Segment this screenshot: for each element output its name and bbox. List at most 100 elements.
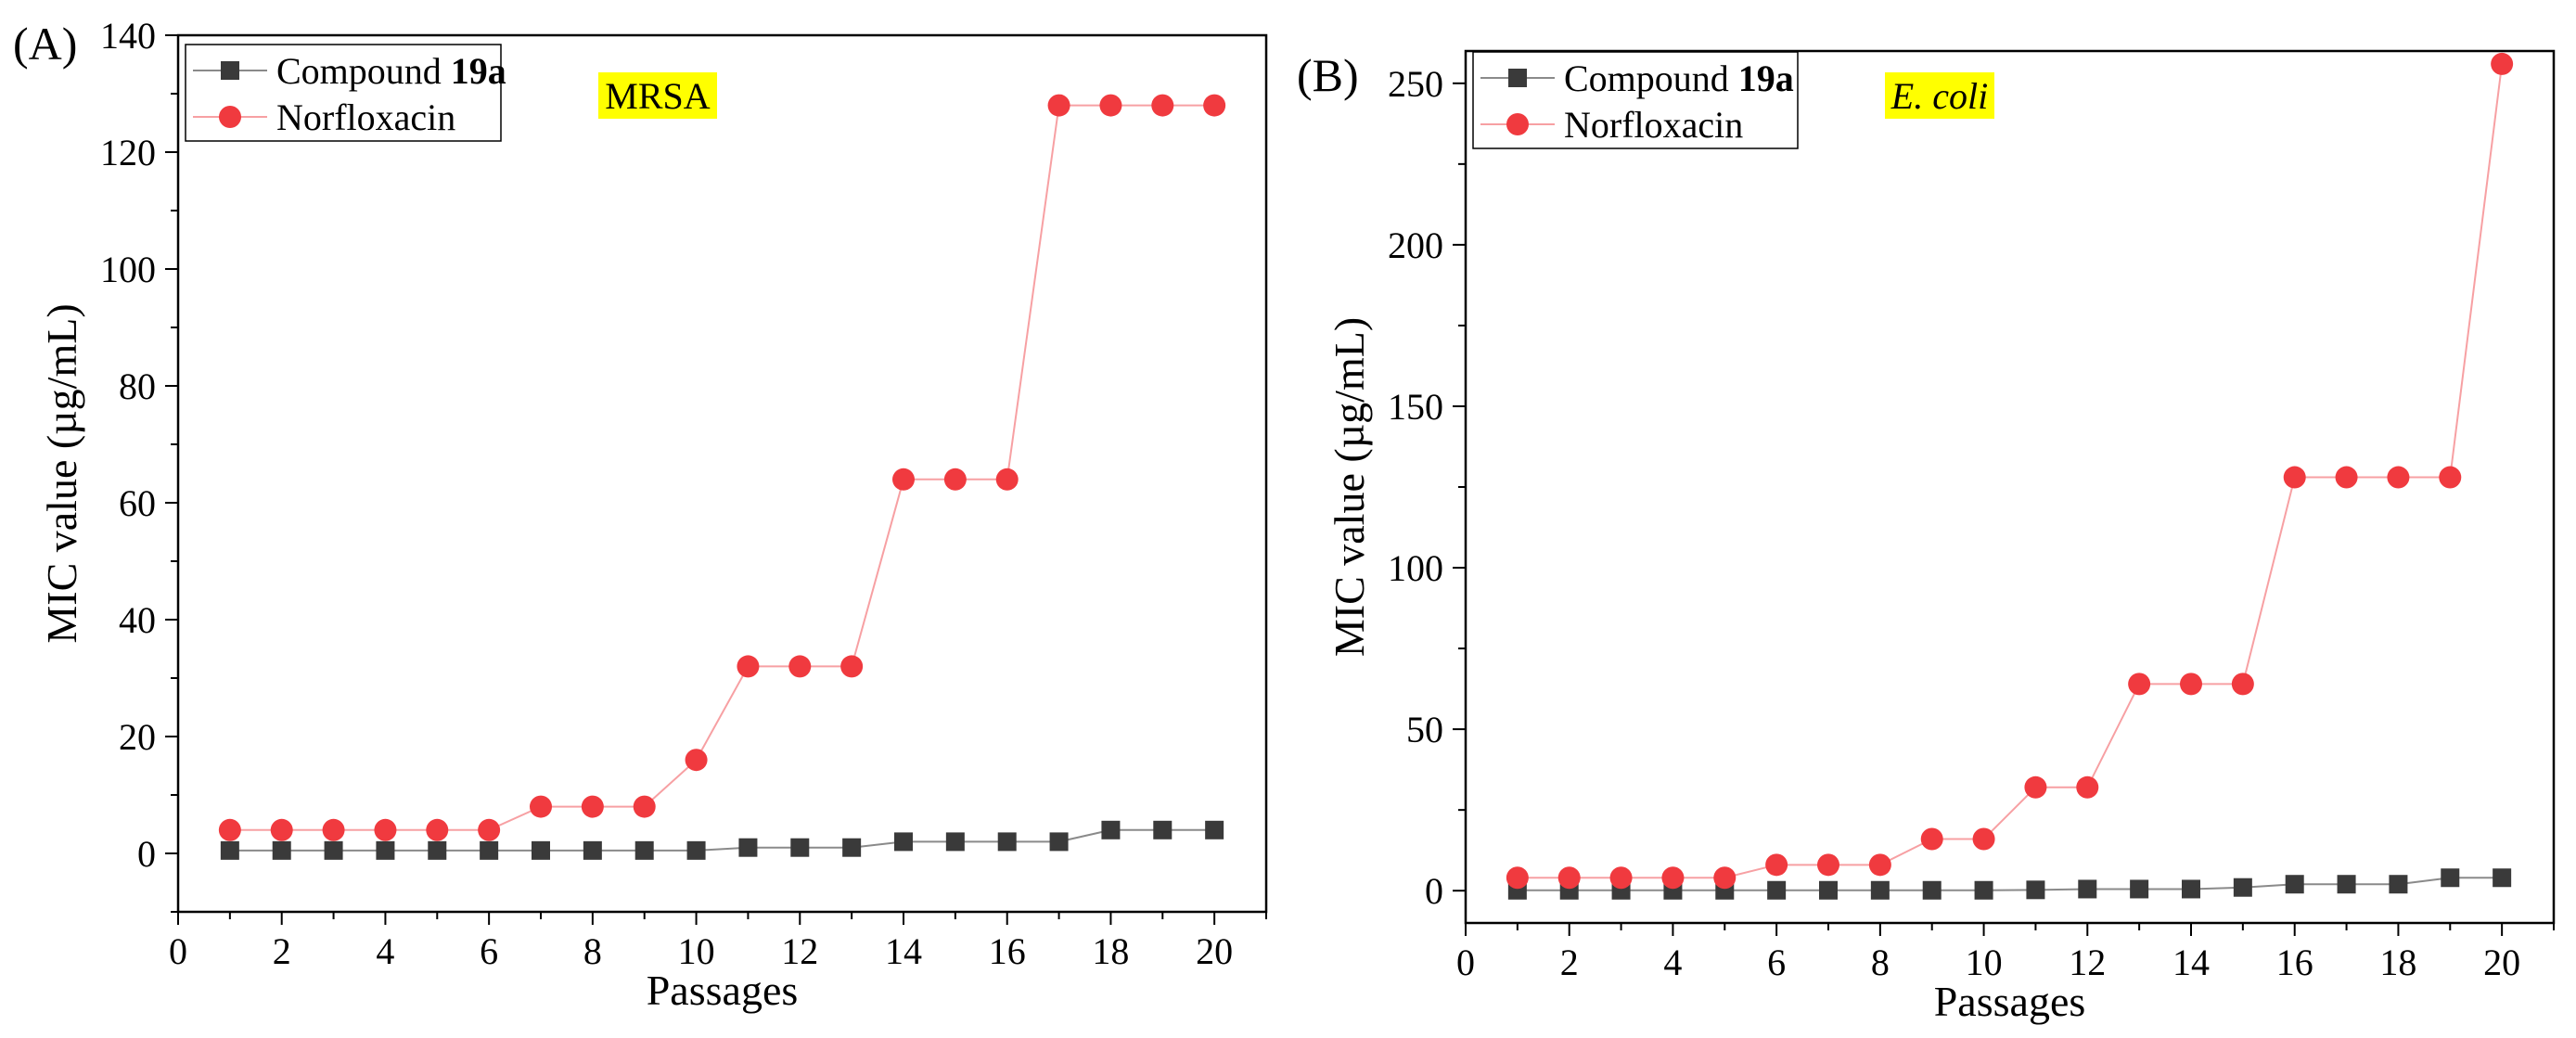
x-tick-label: 12 (2069, 942, 2106, 983)
y-tick-label: 20 (119, 716, 156, 758)
legend-entry-bold-text: 19a (1738, 58, 1794, 99)
norfloxacin-point (2231, 673, 2254, 696)
norfloxacin-point (2439, 466, 2462, 489)
compound-19a-point (1101, 820, 1121, 839)
legend-box (1472, 51, 1799, 149)
norfloxacin-point (1203, 94, 1226, 117)
norfloxacin-point (892, 468, 915, 491)
legend-entry-text: Norfloxacin (276, 96, 455, 138)
compound-19a-point (1974, 880, 1993, 900)
norfloxacin-point (1609, 866, 1633, 890)
x-tick-label: 16 (2276, 942, 2313, 983)
compound-19a-point (2285, 875, 2304, 894)
x-tick-label: 14 (885, 930, 922, 972)
compound-19a-point (1922, 880, 1942, 900)
compound-19a-point (2389, 875, 2408, 894)
norfloxacin-point (685, 749, 708, 772)
legend-entry: Norfloxacin (276, 96, 455, 138)
legend-entry: Compound 19a (276, 50, 506, 92)
x-tick-label: 14 (2172, 942, 2210, 983)
compound-19a-point (790, 838, 810, 857)
norfloxacin-point (737, 655, 760, 678)
norfloxacin-point (2283, 466, 2306, 489)
y-tick-label: 60 (119, 482, 156, 524)
norfloxacin-point (2076, 775, 2099, 799)
legend-entry-bold-text: 19a (451, 50, 506, 92)
norfloxacin-point (1151, 94, 1174, 117)
norfloxacin-point (633, 795, 656, 818)
norfloxacin-point (1817, 853, 1839, 877)
chart-panel-2: 0 2 4 6 8 10 12 14 16 18 20050100150200250Passages… (1297, 49, 2556, 1025)
legend-box (185, 44, 502, 142)
plot-frame (1464, 49, 2556, 925)
norfloxacin-point (2491, 52, 2514, 75)
norfloxacin-point (1765, 853, 1788, 877)
norfloxacin-point (840, 655, 864, 678)
compound-19a-point (894, 832, 913, 852)
compound-19a-point (842, 838, 862, 857)
y-tick-label: 200 (1388, 224, 1443, 266)
x-tick-label: 10 (1966, 942, 2003, 983)
x-tick-label: 20 (1196, 930, 1233, 972)
norfloxacin-point (2128, 673, 2151, 696)
norfloxacin-point (374, 818, 397, 841)
compound-19a-point (532, 840, 550, 860)
y-tick-label: 140 (100, 15, 156, 57)
y-tick-label: 40 (119, 599, 156, 641)
y-tick-label: 0 (137, 833, 156, 875)
legend-entry-text: Compound (276, 50, 451, 92)
legend-entry: Compound 19a (1564, 58, 1794, 99)
compound-19a-point (1205, 820, 1224, 839)
compound-19a-point (1870, 880, 1890, 900)
x-tick-label: 0 (1456, 942, 1475, 983)
norfloxacin-point (1506, 866, 1529, 890)
legend-marker (1506, 113, 1529, 135)
norfloxacin-point (270, 818, 293, 841)
x-axis-title: Passages (647, 967, 799, 1014)
series-line-norfloxacin (229, 104, 1215, 831)
compound-19a-point (583, 840, 602, 860)
compound-19a-point (2026, 880, 2045, 900)
x-tick-label: 8 (1871, 942, 1890, 983)
x-tick-label: 16 (989, 930, 1026, 972)
x-tick-label: 2 (273, 930, 291, 972)
y-tick-label: 50 (1406, 709, 1443, 750)
panel-label: (B) (1297, 49, 1359, 101)
compound-19a-point (1767, 880, 1787, 900)
norfloxacin-point (995, 468, 1019, 491)
compound-19a-point (2078, 879, 2097, 899)
norfloxacin-point (1047, 94, 1070, 117)
legend-entry-text: Compound (1564, 58, 1738, 99)
norfloxacin-point (2024, 775, 2047, 799)
legend-marker (219, 106, 241, 128)
compound-19a-point (2182, 879, 2200, 899)
y-tick-label: 100 (1388, 547, 1443, 589)
panel-label: (A) (13, 18, 77, 70)
compound-19a-point (2233, 878, 2252, 897)
y-tick-label: 0 (1425, 870, 1443, 912)
compound-19a-point (376, 840, 395, 860)
compound-19a-point (324, 840, 343, 860)
compound-19a-point (1153, 820, 1173, 839)
norfloxacin-point (943, 468, 967, 491)
x-tick-label: 0 (169, 930, 187, 972)
x-tick-label: 6 (480, 930, 498, 972)
compound-19a-point (272, 840, 291, 860)
norfloxacin-point (1661, 866, 1685, 890)
x-tick-label: 20 (2483, 942, 2520, 983)
legend-entry: Norfloxacin (1564, 104, 1743, 146)
legend-marker (1508, 69, 1527, 87)
compound-19a-point (738, 838, 758, 857)
organism-tag-highlight (598, 72, 717, 119)
norfloxacin-point (218, 818, 241, 841)
compound-19a-point (634, 840, 654, 860)
compound-19a-point (428, 840, 447, 860)
norfloxacin-point (1557, 866, 1581, 890)
organism-tag-highlight (1885, 72, 1994, 119)
norfloxacin-point (1920, 827, 1943, 851)
norfloxacin-point (1713, 866, 1737, 890)
norfloxacin-point (426, 818, 449, 841)
chart-panel-1: 0 2 4 6 8 10 12 14 16 18 20 0 20 40 60 80 100 120 140 Passa… (13, 15, 1268, 1014)
compound-19a-point (480, 840, 499, 860)
organism-tag: E. coli (1890, 75, 1988, 117)
